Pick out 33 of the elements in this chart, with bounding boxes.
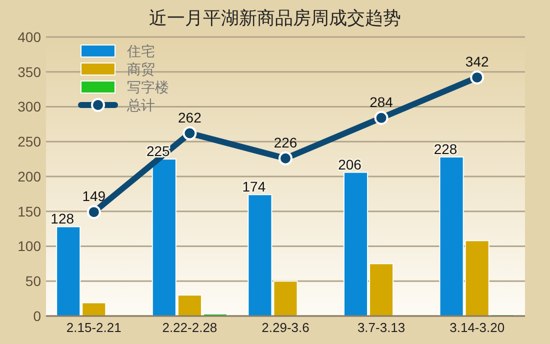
x-tick-label: 3.14-3.20 — [450, 320, 505, 335]
y-tick-label: 0 — [33, 308, 42, 324]
data-label: 262 — [178, 109, 202, 126]
y-tick-label: 100 — [18, 238, 42, 254]
legend-label: 写字楼 — [127, 80, 169, 96]
x-tick-label: 2.15-2.21 — [66, 320, 122, 335]
point — [470, 70, 484, 84]
y-tick-label: 350 — [18, 64, 42, 80]
x-tick-label: 3.7-3.13 — [357, 320, 406, 335]
x-tick-label: 2.29-3.6 — [262, 320, 310, 335]
x-tick-label: 2.22-2.28 — [162, 320, 218, 335]
data-label: 226 — [274, 134, 298, 150]
y-tick-label: 200 — [18, 168, 42, 184]
point — [86, 205, 101, 220]
y-tick-label: 150 — [18, 203, 42, 220]
data-label: 228 — [434, 140, 458, 157]
legend-label: 商贸 — [127, 62, 155, 78]
y-tick-label: 300 — [18, 98, 42, 115]
data-label: 342 — [465, 53, 489, 70]
point — [182, 126, 197, 140]
point — [278, 151, 292, 166]
legend-label: 总计 — [126, 98, 155, 114]
point — [374, 110, 388, 125]
data-label: 149 — [82, 188, 106, 204]
chart-title: 近一月平湖新商品房周成交趋势 — [149, 8, 401, 29]
y-tick-label: 250 — [18, 134, 42, 150]
data-label: 174 — [242, 178, 266, 195]
data-label: 128 — [50, 210, 74, 227]
legend-label: 住宅 — [126, 44, 155, 60]
data-label: 284 — [370, 94, 394, 110]
y-tick-label: 400 — [18, 28, 42, 45]
y-tick-label: 50 — [25, 273, 42, 290]
data-label: 206 — [338, 156, 362, 172]
